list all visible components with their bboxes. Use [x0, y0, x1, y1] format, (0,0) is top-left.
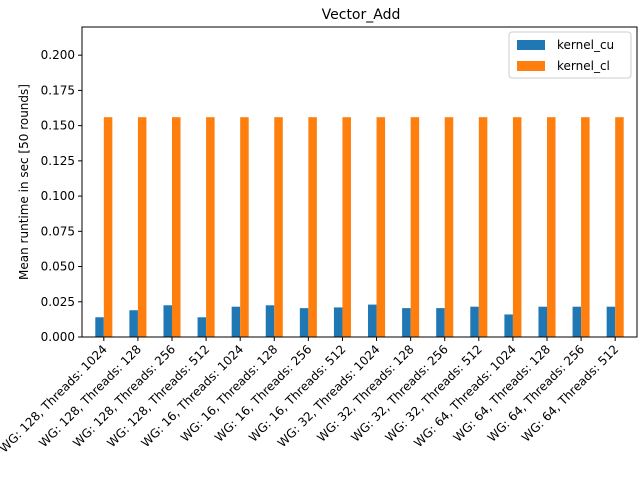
- bar-kernel_cu-7: [333, 307, 343, 337]
- y-tick-label: 0.025: [41, 295, 75, 309]
- bar-kernel_cu-8: [368, 304, 377, 337]
- legend-swatch-kernel_cu: [517, 40, 545, 50]
- bar-kernel_cu-13: [538, 306, 547, 337]
- y-tick-label: 0.150: [41, 119, 75, 133]
- bar-kernel_cu-11: [470, 306, 479, 337]
- bar-kernel_cu-2: [163, 305, 172, 337]
- legend-swatch-kernel_cl: [517, 61, 545, 71]
- y-tick-label: 0.075: [41, 224, 75, 238]
- bar-kernel_cl-9: [410, 117, 420, 338]
- bar-kernel_cu-4: [231, 306, 241, 337]
- bar-kernel_cl-14: [581, 117, 590, 338]
- bar-kernel_cl-2: [172, 117, 181, 338]
- chart-title: Vector_Add: [322, 7, 401, 23]
- bars-group: [95, 117, 624, 338]
- y-tick-label: 0.175: [41, 83, 75, 97]
- bar-kernel_cl-8: [376, 117, 386, 338]
- bar-kernel_cl-4: [240, 117, 249, 338]
- bar-kernel_cl-12: [512, 117, 522, 338]
- legend: kernel_cu kernel_cl: [508, 31, 632, 79]
- bar-kernel_cu-6: [299, 308, 309, 337]
- bar-kernel_cu-15: [606, 306, 616, 337]
- bar-kernel_cl-11: [478, 117, 488, 338]
- bar-kernel_cl-15: [615, 117, 624, 338]
- bar-kernel_cl-6: [308, 117, 317, 338]
- bar-kernel_cu-9: [402, 308, 411, 337]
- plot-frame: [81, 26, 638, 338]
- bar-kernel_cu-12: [504, 314, 513, 337]
- bar-kernel_cu-10: [436, 308, 445, 337]
- bar-kernel_cu-3: [197, 317, 207, 337]
- bar-kernel_cu-5: [265, 305, 275, 337]
- bar-kernel_cl-13: [547, 117, 556, 338]
- bar-kernel_cu-1: [129, 310, 138, 337]
- bar-kernel_cl-5: [274, 117, 283, 338]
- y-tick-label: 0.125: [41, 154, 75, 168]
- y-axis: 0.000 0.025 0.050 0.075 0.100 0.125 0.150 0.175…: [41, 48, 82, 344]
- y-tick-label: 0.000: [41, 330, 75, 344]
- bar-kernel_cl-3: [206, 117, 215, 338]
- bar-kernel_cu-14: [572, 306, 582, 337]
- y-tick-label: 0.200: [41, 48, 75, 62]
- legend-label-kernel_cl: kernel_cl: [557, 59, 610, 73]
- bar-kernel_cl-0: [103, 117, 113, 338]
- bar-kernel_cu-0: [95, 317, 104, 337]
- y-tick-label: 0.100: [41, 189, 75, 203]
- bar-kernel_cl-1: [137, 117, 147, 338]
- legend-label-kernel_cu: kernel_cu: [557, 38, 614, 52]
- y-tick-label: 0.050: [41, 260, 75, 274]
- bar-kernel_cl-10: [444, 117, 454, 338]
- bar-kernel_cl-7: [342, 117, 351, 338]
- y-axis-label: Mean runtime in sec [50 rounds]: [17, 84, 31, 280]
